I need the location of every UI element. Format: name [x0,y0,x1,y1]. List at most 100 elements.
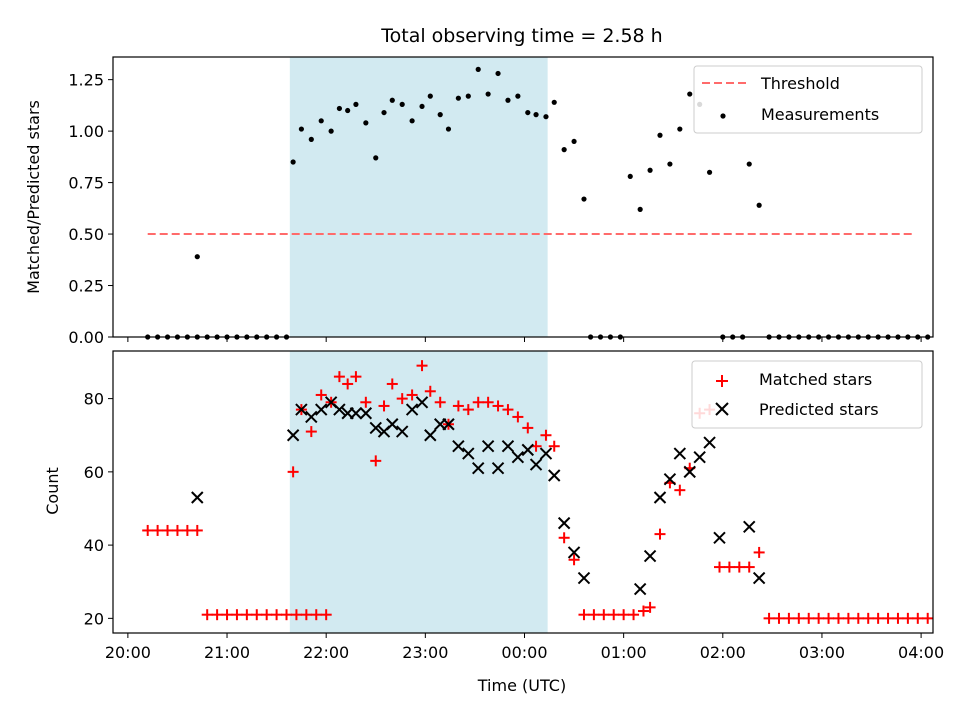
marker-stroke [415,396,429,409]
matched-star-marker [823,612,835,624]
marker-stroke [577,571,591,585]
marker-stroke [472,461,485,475]
legend-predicted-label: Predicted stars [759,400,879,419]
predicted-star-marker [386,418,399,431]
marker-stroke [295,403,308,416]
predicted-star-marker [369,421,382,435]
matched-star-marker [241,609,253,621]
predicted-star-marker [286,429,300,442]
matched-star-marker [558,532,570,544]
y-tick-label: 20 [84,609,104,628]
bottom-x-axis-label: Time (UTC) [477,676,566,695]
measurement-point [637,206,643,212]
measurement-point [581,196,587,202]
predicted-star-marker [359,407,373,420]
y-tick-label: 40 [84,536,104,555]
matched-star-marker [598,609,610,621]
marker-stroke [386,418,399,431]
bottom-legend-frame [691,360,923,429]
predicted-star-marker [415,396,429,409]
measurement-point [505,97,511,103]
matched-star-marker [482,396,494,408]
matched-star-marker [892,612,904,624]
predicted-star-marker [643,549,657,563]
y-tick-label: 0.00 [68,328,104,347]
measurement-point [353,101,359,107]
x-tick-label: 03:00 [799,643,845,662]
matched-star-marker [548,440,560,452]
axes-frame [112,56,934,338]
marker-stroke [481,440,495,453]
matched-star-marker [221,609,233,621]
matched-star-marker [763,612,775,624]
marker-stroke [501,440,515,453]
marker-stroke [442,418,455,431]
bottom-plot-area: 20 40 60 80 20:00 21:00 22:00 23:00 00:00 01:00 02… [84,350,944,662]
measurement-point [657,132,663,138]
top-chart-title: Total observing time = 2.58 h [380,25,662,47]
matched-star-marker [320,609,332,621]
measurement-point [667,161,673,167]
marker-stroke [633,582,647,596]
measurement-point [485,91,491,97]
measurement-point [373,155,379,161]
bottom-legend: Matched stars Predicted stars [691,360,923,429]
predicted-star-marker [743,520,756,533]
predicted-star-marker [349,407,363,420]
measurement-point [627,173,633,180]
predicted-star-marker [395,425,409,438]
legend-predicted-swatch [715,402,729,416]
predicted-star-marker [305,410,318,424]
marker-stroke [315,403,328,416]
marker-stroke [191,491,204,504]
y-tick-label: 0.50 [68,225,104,244]
top-legend: Threshold Measurements [693,65,923,134]
marker-stroke [643,549,657,563]
measurement-point [345,107,351,114]
predicted-star-marker [405,403,419,416]
measurement-point [445,126,452,132]
marker-stroke [548,469,561,482]
matched-star-marker [654,528,666,540]
predicted-star-marker [577,571,591,585]
measurement-point [363,120,369,126]
x-tick-label: 22:00 [303,643,349,662]
marker-stroke [703,436,716,449]
predicted-star-marker [333,403,346,416]
matched-star-marker [922,612,934,624]
predicted-star-marker [511,451,525,464]
predicted-star-marker [539,447,553,460]
marker-stroke [539,447,553,460]
x-tick-label: 20:00 [105,643,151,662]
data-marks [145,66,931,340]
predicted-star-marker [491,461,505,475]
marker-stroke [743,520,756,533]
matched-star-marker [588,609,600,621]
predicted-star-marker [548,469,561,482]
matched-star-marker [733,561,745,573]
predicted-star-marker [673,447,687,460]
predicted-star-marker [663,472,677,486]
matched-star-marker [842,612,854,624]
measurement-point [706,169,713,175]
measurement-point [515,93,521,99]
matched-star-marker [386,378,398,390]
measurement-point [437,112,443,118]
matched-star-marker [902,612,914,624]
matched-star-marker [271,609,283,621]
measurement-point [475,66,481,72]
matched-star-marker [492,400,504,412]
axes-frame [112,350,934,634]
predicted-star-marker [501,440,515,453]
matched-star-marker [287,466,299,478]
legend-matched-label: Matched stars [759,370,872,389]
matched-star-marker [378,400,390,412]
matched-star-marker [350,371,362,383]
matched-star-marker [753,546,765,558]
legend-measurements-swatch [720,113,726,119]
y-tick-label: 60 [84,463,104,482]
matched-star-marker [674,484,686,496]
predicted-star-marker [557,516,571,530]
matched-star-marker [300,609,312,621]
matched-star-marker [310,609,322,621]
